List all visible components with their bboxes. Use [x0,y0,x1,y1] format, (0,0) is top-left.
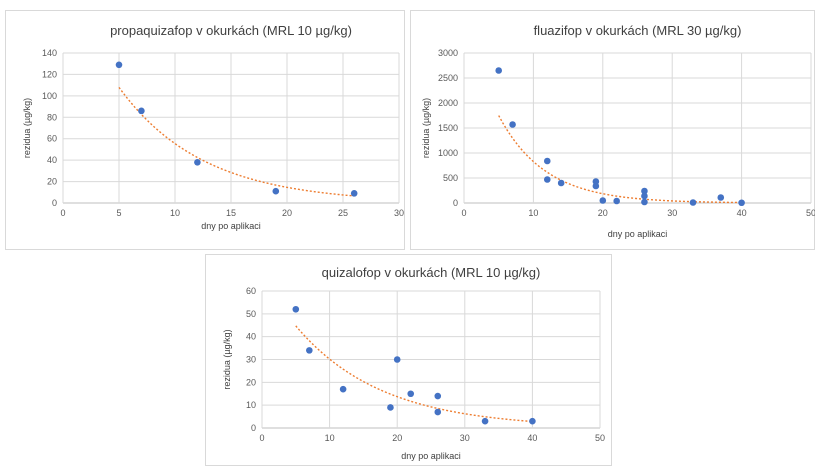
chart1-data-point [495,67,502,74]
chart-propaquizafop-svg: propaquizafop v okurkách (MRL 10 µg/kg) 0… [22,23,404,231]
chart1-xtick-label: 50 [806,208,815,218]
chart2-xtick-label: 10 [325,433,335,443]
chart0-data-point [138,107,145,115]
chart1-ytick-label: 500 [443,173,458,183]
chart0-xtick-label: 20 [282,208,292,218]
chart2-xtick-label: 30 [460,433,470,443]
chart-fluazifop: fluazifop v okurkách (MRL 30 µg/kg) 0 500 1… [410,10,815,250]
chart-quizalofop-svg: quizalofop v okurkách (MRL 10 µg/kg) 0 10 2… [222,265,605,461]
chart2-x-axis-label: dny po aplikaci [401,451,461,461]
chart2-data-point [393,356,401,363]
chart0-xtick-label: 5 [116,208,121,218]
chart1-x-axis-label: dny po aplikaci [608,229,668,239]
chart2-ytick-label: 30 [246,355,256,365]
chart2-data-point [292,305,300,313]
chart1-data-point [599,197,607,204]
chart1-xtick-label: 40 [737,208,747,218]
chart1-data-point [543,176,551,183]
chart1-data-point [557,179,565,187]
chart1-data-point [641,192,648,200]
chart2-data-point [306,347,313,354]
chart1-ytick-label: 1000 [438,148,458,158]
chart2-data-point [407,390,415,398]
chart0-ytick-label: 0 [52,198,57,208]
chart1-xtick-label: 20 [598,208,608,218]
chart1-y-axis-label: rezidua (µg/kg) [421,98,431,158]
chart2-y-axis-label: rezidua (µg/kg) [222,329,232,389]
chart1-data-point [717,194,725,201]
chart0-ytick-label: 140 [42,48,57,58]
chart-propaquizafop: propaquizafop v okurkách (MRL 10 µg/kg) 0… [5,10,405,250]
chart2-ytick-label: 10 [246,400,256,410]
chart2-data-point [387,404,394,411]
chart0-y-axis-label: rezidua (µg/kg) [22,98,32,158]
chart2-ytick-label: 20 [246,377,256,387]
chart0-xtick-label: 25 [338,208,348,218]
chart2-ytick-label: 0 [251,423,256,433]
chart2-ytick-label: 50 [246,309,256,319]
chart-fluazifop-svg: fluazifop v okurkách (MRL 30 µg/kg)05001… [421,23,815,239]
chart0-data-point [350,190,358,197]
chart2-data-point [339,385,347,393]
chart1-data-point [613,197,620,205]
chart2-title: quizalofop v okurkách (MRL 10 µg/kg) [322,265,541,280]
chart2-data-point [529,417,536,425]
chart0-ytick-label: 100 [42,91,57,101]
chart1-data-point [592,182,600,190]
chart0-xtick-label: 15 [226,208,236,218]
chart1-xtick-label: 0 [461,208,466,218]
chart1-trendline [498,115,742,204]
chart2-data-point [434,408,442,416]
chart1-data-point [738,199,745,207]
chart1-ytick-label: 0 [453,198,458,208]
chart1-data-point [641,198,648,206]
chart0-x-axis-label: dny po aplikaci [201,221,261,231]
chart1-data-point [509,121,516,128]
chart2-data-point [434,392,442,400]
chart0-ytick-label: 80 [47,112,57,122]
chart1-ytick-label: 2000 [438,98,458,108]
chart2-xtick-label: 20 [392,433,402,443]
chart2-trendline [295,325,533,423]
chart0-data-point [194,158,201,166]
chart1-ytick-label: 3000 [438,48,458,58]
chart0-data-point [115,61,123,69]
chart0-xtick-label: 10 [170,208,180,218]
chart0-xtick-label: 30 [394,208,404,218]
chart2-xtick-label: 50 [595,433,605,443]
chart1-data-point [689,199,697,206]
chart1-title: fluazifop v okurkách (MRL 30 µg/kg) [534,23,742,38]
chart1-xtick-label: 30 [667,208,677,218]
chart0-ytick-label: 60 [47,134,57,144]
chart0-title: propaquizafop v okurkách (MRL 10 µg/kg) [110,23,352,38]
chart0-ytick-label: 20 [47,177,57,187]
chart0-ytick-label: 40 [47,155,57,165]
chart-quizalofop: quizalofop v okurkách (MRL 10 µg/kg) 0 10 2… [205,254,612,466]
chart2-xtick-label: 40 [527,433,537,443]
chart1-xtick-label: 10 [528,208,538,218]
chart0-ytick-label: 120 [42,69,57,79]
chart2-ytick-label: 60 [246,286,256,296]
chart2-ytick-label: 40 [246,332,256,342]
chart2-data-point [481,417,489,425]
chart0-data-point [272,187,280,195]
chart1-ytick-label: 1500 [438,123,458,133]
chart0-xtick-label: 0 [60,208,65,218]
chart0-trendline [118,86,355,197]
chart1-data-point [641,187,648,195]
chart1-data-point [543,157,551,165]
chart2-xtick-label: 0 [259,433,264,443]
chart1-ytick-label: 2500 [438,73,458,83]
